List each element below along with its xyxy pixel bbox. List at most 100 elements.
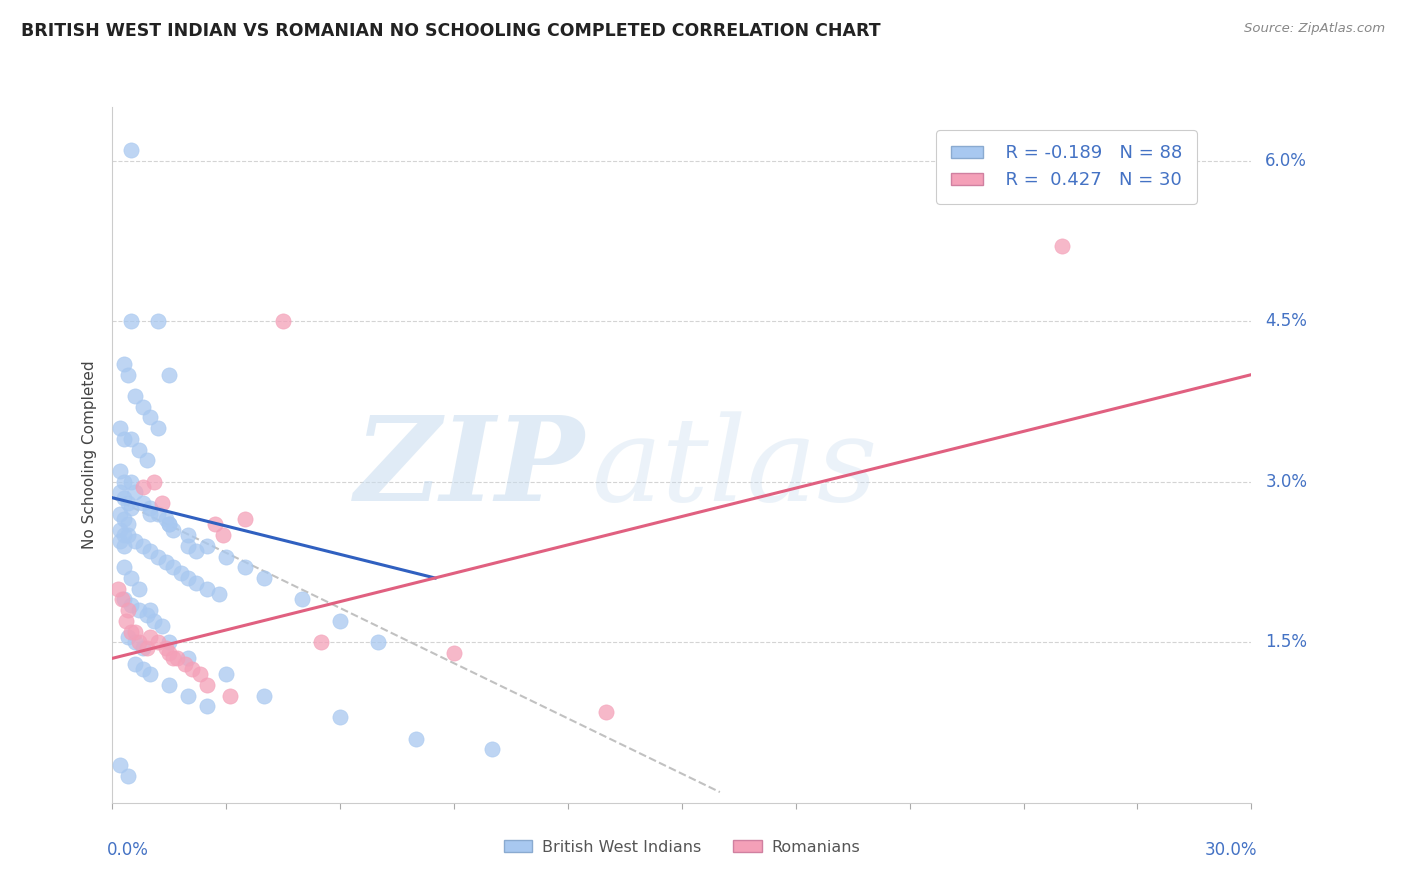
Point xyxy=(271,314,295,328)
Text: 1.5%: 1.5% xyxy=(1265,633,1308,651)
Point xyxy=(128,635,150,649)
Point xyxy=(121,314,143,328)
Point xyxy=(128,603,150,617)
Point xyxy=(112,512,135,526)
Point xyxy=(117,528,139,542)
Point xyxy=(177,528,200,542)
Point xyxy=(139,603,162,617)
Point xyxy=(195,699,219,714)
Y-axis label: No Schooling Completed: No Schooling Completed xyxy=(82,360,97,549)
Point xyxy=(181,662,204,676)
Point xyxy=(155,640,177,655)
Point xyxy=(405,731,427,746)
Point xyxy=(208,587,231,601)
Legend: British West Indians, Romanians: British West Indians, Romanians xyxy=(498,833,866,861)
Point xyxy=(195,539,219,553)
Point xyxy=(124,635,146,649)
Point xyxy=(124,624,146,639)
Point xyxy=(132,640,155,655)
Point xyxy=(150,619,173,633)
Point xyxy=(188,667,211,681)
Point xyxy=(132,480,155,494)
Text: 30.0%: 30.0% xyxy=(1205,841,1257,859)
Point xyxy=(114,614,136,628)
Point xyxy=(117,517,139,532)
Point xyxy=(329,710,352,724)
Point xyxy=(139,501,162,516)
Point xyxy=(595,705,617,719)
Point xyxy=(159,678,180,692)
Point xyxy=(121,571,143,585)
Point xyxy=(155,512,177,526)
Point xyxy=(159,368,180,382)
Point xyxy=(112,432,135,446)
Point xyxy=(117,630,139,644)
Point xyxy=(139,410,162,425)
Point xyxy=(108,421,131,435)
Point xyxy=(132,496,155,510)
Point xyxy=(135,453,157,467)
Point xyxy=(146,635,169,649)
Point xyxy=(159,517,180,532)
Point xyxy=(177,539,200,553)
Point xyxy=(112,491,135,505)
Point xyxy=(121,143,143,157)
Point xyxy=(143,614,166,628)
Point xyxy=(367,635,389,649)
Point xyxy=(112,539,135,553)
Point xyxy=(108,507,131,521)
Point xyxy=(121,475,143,489)
Point xyxy=(121,432,143,446)
Point xyxy=(128,582,150,596)
Text: 0.0%: 0.0% xyxy=(107,841,149,859)
Point xyxy=(143,475,166,489)
Point xyxy=(219,689,242,703)
Point xyxy=(112,560,135,574)
Point xyxy=(108,758,131,772)
Point xyxy=(195,678,219,692)
Text: ZIP: ZIP xyxy=(354,411,585,526)
Point xyxy=(135,640,157,655)
Point xyxy=(112,592,135,607)
Point xyxy=(121,624,143,639)
Point xyxy=(124,389,146,403)
Point xyxy=(329,614,352,628)
Point xyxy=(443,646,465,660)
Point xyxy=(117,368,139,382)
Point xyxy=(162,523,184,537)
Point xyxy=(146,549,169,564)
Point xyxy=(112,475,135,489)
Point xyxy=(204,517,226,532)
Text: 4.5%: 4.5% xyxy=(1265,312,1308,330)
Point xyxy=(121,501,143,516)
Point xyxy=(112,528,135,542)
Point xyxy=(132,400,155,414)
Point xyxy=(108,485,131,500)
Point xyxy=(150,496,173,510)
Point xyxy=(135,608,157,623)
Point xyxy=(112,357,135,371)
Point xyxy=(124,657,146,671)
Text: 3.0%: 3.0% xyxy=(1265,473,1308,491)
Point xyxy=(124,533,146,548)
Point xyxy=(132,662,155,676)
Point xyxy=(139,507,162,521)
Point xyxy=(159,646,180,660)
Point xyxy=(481,742,503,756)
Point xyxy=(124,485,146,500)
Point xyxy=(108,533,131,548)
Point xyxy=(139,544,162,558)
Point xyxy=(166,651,188,665)
Point xyxy=(1050,239,1073,253)
Point xyxy=(117,496,139,510)
Point xyxy=(139,667,162,681)
Point xyxy=(177,689,200,703)
Point xyxy=(107,582,129,596)
Point xyxy=(162,651,184,665)
Point xyxy=(111,592,134,607)
Point xyxy=(177,571,200,585)
Point xyxy=(117,603,139,617)
Point xyxy=(146,421,169,435)
Point xyxy=(253,571,276,585)
Text: atlas: atlas xyxy=(591,411,877,526)
